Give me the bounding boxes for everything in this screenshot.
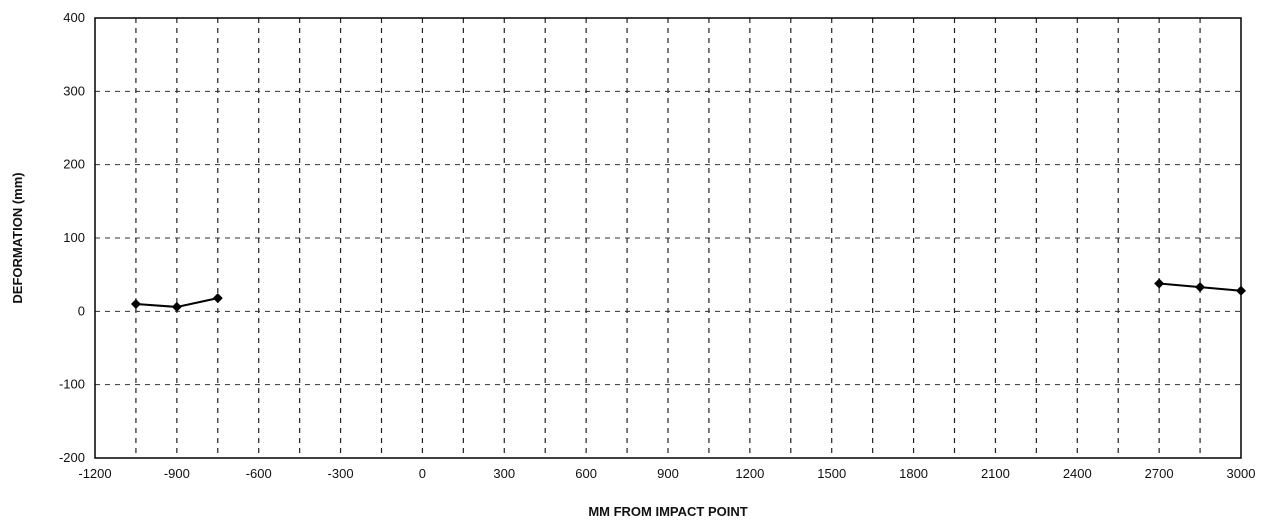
y-tick-label: 200 xyxy=(63,157,85,172)
plot-area-frame xyxy=(94,17,1242,459)
x-tick-label: 600 xyxy=(575,466,597,481)
y-tick-label: 400 xyxy=(63,10,85,25)
data-series xyxy=(130,278,1246,312)
x-tick-label: -300 xyxy=(328,466,354,481)
x-tick-label: -1200 xyxy=(78,466,111,481)
x-tick-label: 1200 xyxy=(735,466,764,481)
grid-lines xyxy=(95,18,1241,458)
y-tick-label: 0 xyxy=(78,303,85,318)
x-tick-label: 2400 xyxy=(1063,466,1092,481)
x-tick-label: 300 xyxy=(493,466,515,481)
data-point-marker xyxy=(1195,282,1206,293)
x-tick-label: 3000 xyxy=(1227,466,1256,481)
y-tick-label: -100 xyxy=(59,377,85,392)
x-tick-label: -900 xyxy=(164,466,190,481)
y-tick-label: 100 xyxy=(63,230,85,245)
x-tick-label: -600 xyxy=(246,466,272,481)
x-tick-label: 0 xyxy=(419,466,426,481)
y-axis-title: DEFORMATION (mm) xyxy=(10,172,25,303)
x-tick-label: 900 xyxy=(657,466,679,481)
x-tick-label: 2100 xyxy=(981,466,1010,481)
y-tick-label: 300 xyxy=(63,83,85,98)
data-point-marker xyxy=(212,293,223,304)
x-tick-label: 1800 xyxy=(899,466,928,481)
data-point-marker xyxy=(130,299,141,309)
data-point-marker xyxy=(1154,278,1165,289)
y-tick-label: -200 xyxy=(59,450,85,465)
x-axis-title: MM FROM IMPACT POINT xyxy=(588,504,747,519)
data-point-marker xyxy=(171,301,182,312)
x-tick-label: 1500 xyxy=(817,466,846,481)
x-tick-label: 2700 xyxy=(1145,466,1174,481)
data-point-marker xyxy=(1236,285,1246,296)
tick-labels: -1200 -900 -600 -300 0 300 600 900 1200 1500 1800 2… xyxy=(59,10,1255,481)
